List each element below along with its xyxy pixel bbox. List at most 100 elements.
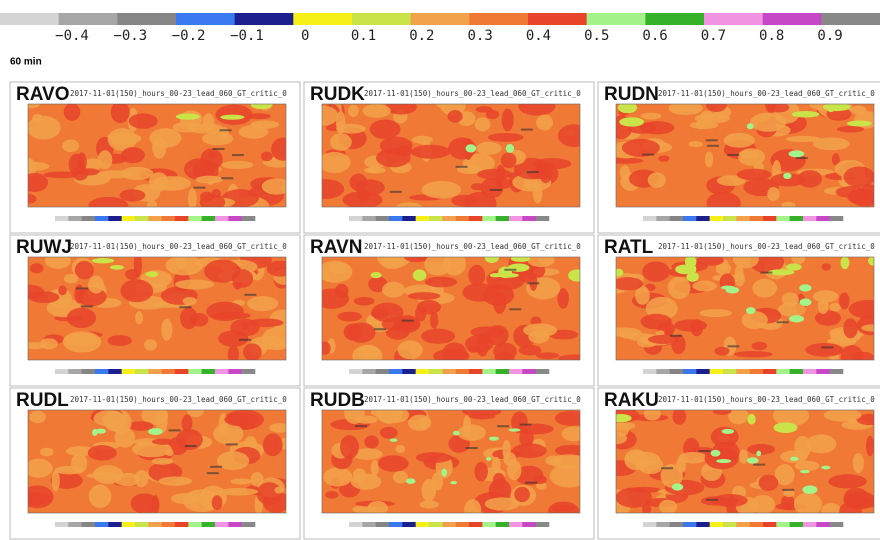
map-patch [158, 476, 193, 486]
map-border [27, 103, 287, 208]
map-patch [392, 470, 409, 484]
map-patch [616, 487, 653, 508]
mini-colorbar-segment [495, 522, 510, 527]
map-patch-green [756, 450, 762, 457]
map-patch-yellow [496, 272, 519, 278]
panel-subtitle: 2017-11-01(150)_hours_00-23_lead_060_GT_… [364, 242, 581, 251]
map-patch [396, 202, 422, 207]
map-patch [436, 104, 449, 108]
mini-colorbar-segment [816, 369, 830, 374]
map-place [727, 153, 740, 156]
map-place [355, 425, 368, 428]
mini-colorbar-segment [789, 369, 804, 374]
map-patch [476, 332, 490, 357]
mini-colorbar-segment [188, 369, 202, 374]
map-patch [770, 173, 806, 187]
map-patch-green [788, 150, 805, 158]
mini-colorbar-segment [482, 522, 496, 527]
map-patch [68, 153, 85, 176]
map-patch [829, 302, 842, 312]
map-patch [357, 345, 381, 360]
map-patch [751, 341, 768, 351]
map-patch-yellow [484, 257, 499, 264]
map-patch [447, 110, 463, 123]
colorbar-tick-label: 0 [301, 28, 309, 44]
colorbar-tick-label: 0.6 [642, 28, 667, 44]
map-patch [616, 421, 636, 430]
map-patch [29, 410, 46, 424]
map-patch [107, 128, 137, 151]
map-patch [668, 104, 703, 116]
map-patch [694, 113, 730, 124]
map-place [753, 463, 766, 466]
mini-colorbar-segment [402, 216, 416, 221]
map-border [321, 409, 581, 514]
mini-colorbar-segment [362, 522, 376, 527]
map-patch [28, 193, 37, 204]
map-patch [152, 136, 167, 159]
map-patch [28, 458, 53, 478]
mini-colorbar-segment [201, 216, 216, 221]
map-patch-yellow [145, 271, 159, 278]
map-place [239, 338, 252, 341]
map-patch [506, 459, 522, 481]
map-border [27, 409, 287, 514]
map-patch [831, 153, 840, 166]
mini-colorbar-segment [375, 522, 390, 527]
mini-colorbar-segment [55, 216, 69, 221]
map-patch-green [721, 428, 735, 434]
map-patch [814, 310, 842, 326]
map-patch [329, 262, 348, 274]
mini-colorbar-segment [188, 522, 202, 527]
panel: 2017-11-01(150)_hours_00-23_lead_060_GT_… [597, 387, 880, 540]
map-patch [429, 311, 439, 329]
mini-colorbar-segment [161, 522, 176, 527]
map-patch [415, 452, 452, 463]
map-patch [518, 344, 542, 356]
map-patch [40, 447, 54, 457]
mini-colorbar-segment [442, 216, 456, 221]
panel-subtitle: 2017-11-01(150)_hours_00-23_lead_060_GT_… [70, 395, 287, 404]
map-patch [747, 443, 775, 455]
mini-colorbar-segment [469, 369, 483, 374]
map-patch [777, 302, 806, 317]
mini-colorbar-segment [723, 522, 737, 527]
colorbar-segment [410, 13, 470, 25]
map-patch [151, 438, 174, 445]
colorbar-segment [234, 13, 294, 25]
map-patch [29, 263, 44, 274]
map-patch-yellow [110, 264, 124, 270]
map-patch [385, 104, 417, 115]
mini-colorbar-segment [509, 522, 523, 527]
map-patch [63, 104, 81, 121]
map-patch [410, 144, 451, 159]
map-patch [667, 276, 691, 300]
map-place [782, 488, 795, 491]
map-place [455, 165, 468, 168]
map-patch [141, 410, 169, 426]
map-patch [397, 340, 423, 360]
map-patch [260, 151, 273, 162]
map-patch [58, 285, 67, 296]
map-patch [133, 257, 143, 277]
mini-colorbar-segment [683, 369, 697, 374]
map-patch-green [710, 449, 721, 457]
map-patch [187, 187, 197, 207]
map-patch [848, 299, 874, 319]
mini-colorbar-segment [535, 522, 550, 527]
map-patch [182, 297, 197, 306]
mini-colorbar-segment [228, 216, 242, 221]
map-patch-yellow [785, 263, 802, 271]
map-patch [202, 113, 215, 131]
map-place [509, 308, 522, 311]
map-patch-green [790, 456, 799, 461]
map-patch [201, 131, 234, 146]
map-patch-green [721, 285, 735, 290]
mini-colorbar-segment [148, 216, 162, 221]
map-patch [468, 264, 486, 287]
map-patch [733, 351, 773, 358]
map-patch-yellow [412, 269, 427, 281]
map-patch-green [450, 481, 458, 485]
map-patch [379, 426, 398, 439]
